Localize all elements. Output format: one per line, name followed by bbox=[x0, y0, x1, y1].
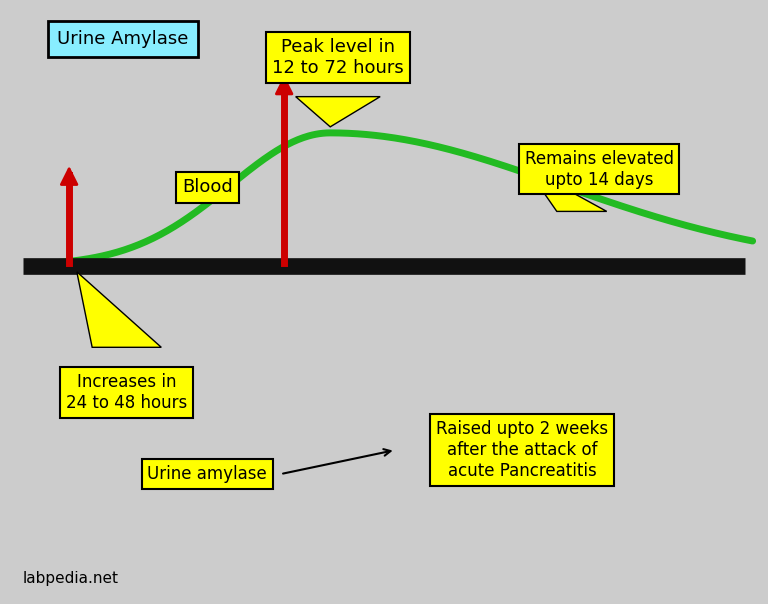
Text: Blood: Blood bbox=[182, 178, 233, 196]
Polygon shape bbox=[526, 167, 607, 211]
Text: Raised upto 2 weeks
after the attack of
acute Pancreatitis: Raised upto 2 weeks after the attack of … bbox=[436, 420, 608, 480]
Text: Remains elevated
upto 14 days: Remains elevated upto 14 days bbox=[525, 150, 674, 188]
Polygon shape bbox=[296, 97, 380, 127]
Polygon shape bbox=[77, 272, 161, 347]
Text: Increases in
24 to 48 hours: Increases in 24 to 48 hours bbox=[66, 373, 187, 412]
Text: Urine Amylase: Urine Amylase bbox=[57, 30, 189, 48]
Text: Urine amylase: Urine amylase bbox=[147, 465, 267, 483]
Text: labpedia.net: labpedia.net bbox=[23, 571, 119, 586]
Text: Peak level in
12 to 72 hours: Peak level in 12 to 72 hours bbox=[272, 38, 404, 77]
